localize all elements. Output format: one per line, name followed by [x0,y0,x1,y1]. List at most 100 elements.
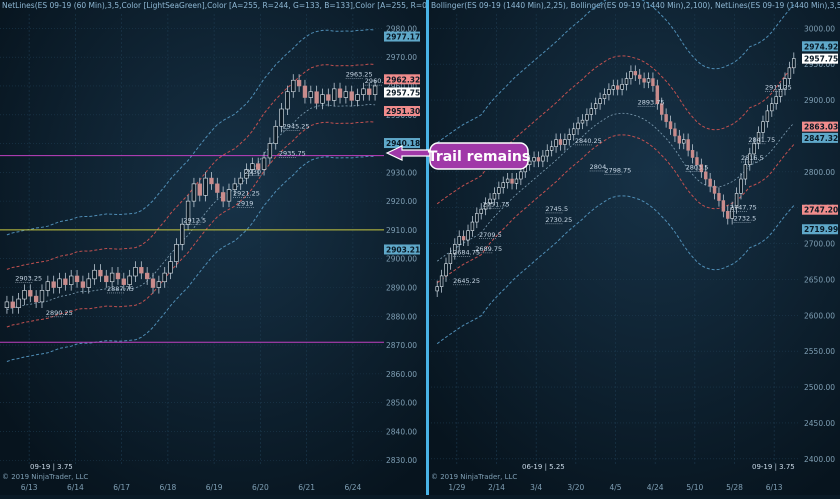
callout-box [429,142,529,170]
candle-body [510,178,514,184]
candle-body [337,88,343,98]
candle-body [115,272,121,280]
y-tick-label: 2900.00 [386,255,417,264]
candle-body [633,71,638,76]
x-tick-label: 6/14 [67,483,84,492]
candle-body [739,178,743,194]
y-tick-label: 2870.00 [386,341,417,350]
candle-body [567,134,571,140]
price-tag-box [384,74,420,85]
candle-body [121,278,126,285]
candle-body [320,94,325,104]
x-tick-label: 6/20 [252,483,269,492]
price-tag-label: 2747.20 [804,206,838,215]
candle-body [660,103,664,115]
y-tick-label: 2800.00 [804,168,835,177]
candle-body [673,128,677,137]
candle-body [611,85,616,90]
price-tag-label: 2962.32 [386,75,420,84]
candle-body [174,244,179,262]
candle-body [677,135,682,144]
chart-panel-60min: NetLines(ES 09-19 (60 Min),3,5,Color [Li… [0,0,458,495]
y-tick-label: 2950.00 [804,60,835,69]
candle-body [712,185,717,194]
candle-body [554,139,558,148]
candle-body [549,146,554,151]
price-annotation: 2912.5 [183,217,206,225]
price-annotation: 2921.25 [233,189,260,197]
price-annotation: 2732.5 [734,214,757,222]
y-tick-label: 2500.00 [804,383,835,392]
candle-body [655,85,660,104]
y-tick-label: 2960.00 [386,82,417,91]
panel-header: NetLines(ES 09-19 (60 Min),3,5,Color [Li… [2,1,458,10]
x-tick-label: 1/29 [448,483,465,492]
candle-body [682,139,686,144]
panel-divider[interactable] [426,0,429,495]
x-tick-label: 5/10 [686,483,703,492]
candle-body [285,91,290,110]
candle-body [466,230,470,241]
candle-body [576,122,580,130]
y-tick-label: 2910.00 [386,226,417,235]
candle-body [646,78,651,83]
y-tick-label: 2880.00 [386,312,417,321]
candle-body [232,183,237,190]
candle-body [695,157,699,165]
candle-body [80,281,86,288]
price-annotation: 2893.75 [638,99,665,107]
candle-body [104,275,109,283]
price-annotation: 2930 [244,168,261,176]
x-tick-label: 3/20 [567,483,584,492]
candle-body [28,290,33,297]
candle-body [150,278,156,288]
price-tag-label: 2719.99 [804,225,838,234]
candle-body [226,189,232,202]
candle-body [4,301,10,308]
candle-body [483,203,488,210]
price-annotation: 2960.75 [365,77,392,85]
candle-body [63,278,68,285]
price-tag-box [384,138,420,149]
candle-body [279,108,284,127]
candle-body [203,177,208,196]
x-tick-label: 4/5 [609,483,621,492]
candle-body [704,171,708,180]
candle-body [607,89,611,95]
candle-body [708,178,712,187]
candle-body [332,88,337,101]
candle-body [475,213,479,223]
candle-body [686,139,690,151]
candle-body [717,193,721,201]
price-tag-label: 2977.17 [386,33,420,42]
candle-body [668,121,673,130]
candle-body [787,67,792,79]
band-line [436,195,795,345]
candle-body [690,150,695,158]
y-tick-label: 3000.00 [804,24,835,33]
candle-body [545,150,549,157]
trail-remains-callout: Trail remains [385,142,530,170]
price-tag-box [802,132,838,143]
candle-body [602,94,607,99]
y-tick-label: 2550.00 [804,347,835,356]
candle-body [589,108,593,115]
candle-body [699,164,704,173]
candle-body [39,290,45,303]
price-annotation: 2915.25 [765,83,792,91]
candle-body [291,79,296,93]
price-annotation: 2804 [590,163,607,171]
candle-body [267,143,273,159]
candle-body [133,267,138,277]
x-tick-label: 3/4 [530,483,542,492]
price-tag-box [384,87,420,98]
candle-body [629,71,633,79]
x-tick-label: 6/19 [206,483,223,492]
price-tag-label: 2940.18 [386,139,420,148]
candle-body [98,269,103,277]
candle-body [127,275,132,285]
candle-body [721,200,726,212]
candle-body [162,272,167,283]
